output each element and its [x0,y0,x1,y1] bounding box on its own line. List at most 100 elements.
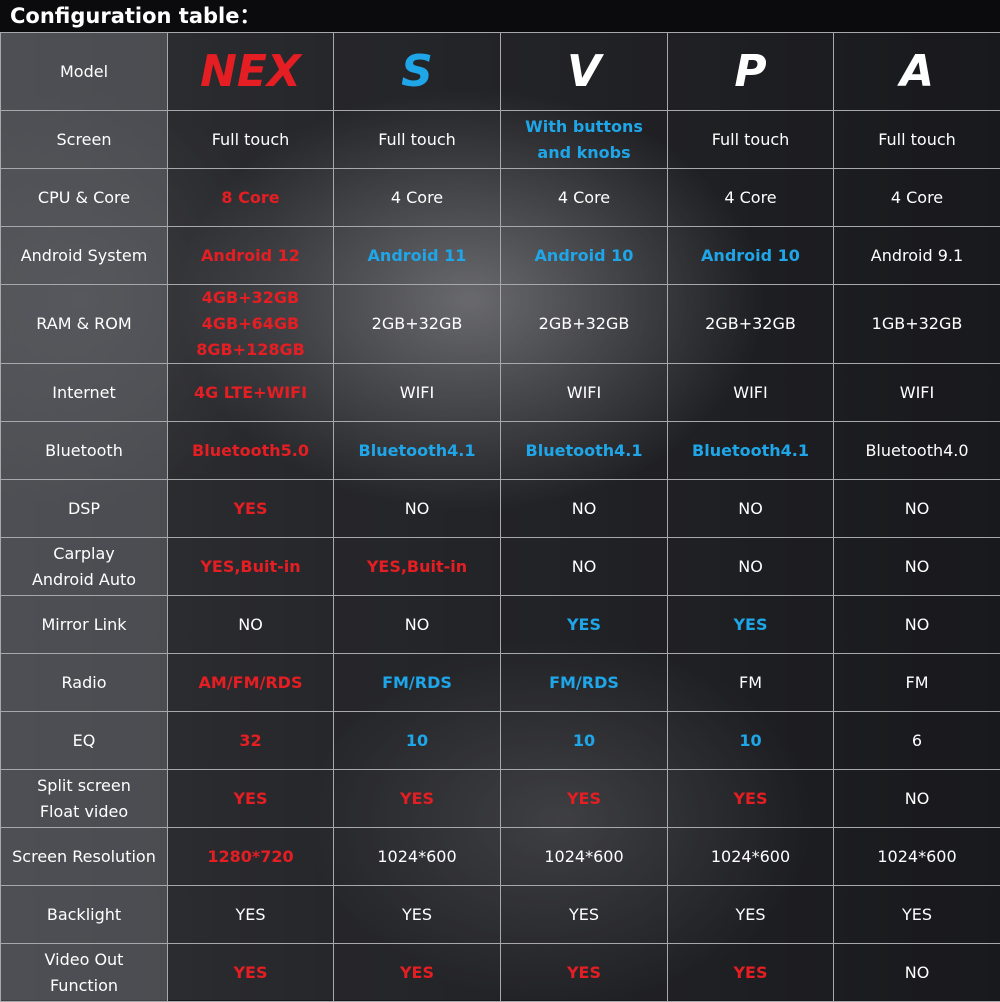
spec-value-v: YES [501,886,668,944]
spec-value-p: YES [668,886,834,944]
model-name-s: S [334,33,501,111]
spec-value-s: NO [334,480,501,538]
spec-value-p: FM [668,654,834,712]
spec-label: Bluetooth [1,422,168,480]
spec-value-v: NO [501,538,668,596]
spec-value-s: 1024*600 [334,828,501,886]
spec-value-s: WIFI [334,364,501,422]
spec-label: Video Out Function [1,944,168,1002]
spec-value-a: YES [834,886,1000,944]
spec-value-p: 1024*600 [668,828,834,886]
spec-label: DSP [1,480,168,538]
model-label: Model [1,33,168,111]
spec-value-p: YES [668,596,834,654]
spec-value-s: YES [334,944,501,1002]
model-row: Model NEX S V P A [1,33,1000,111]
spec-value-v: Bluetooth4.1 [501,422,668,480]
spec-label: Mirror Link [1,596,168,654]
spec-value-a: 4 Core [834,169,1000,227]
spec-value-nex: 32 [168,712,334,770]
spec-value-s: Android 11 [334,227,501,285]
spec-value-a: Full touch [834,111,1000,169]
spec-label: Split screen Float video [1,770,168,828]
spec-value-p: NO [668,538,834,596]
spec-value-a: 1GB+32GB [834,285,1000,364]
spec-value-p: YES [668,770,834,828]
spec-value-nex: YES [168,944,334,1002]
spec-value-a: Android 9.1 [834,227,1000,285]
spec-value-a: NO [834,538,1000,596]
spec-value-v: YES [501,770,668,828]
spec-value-s: Full touch [334,111,501,169]
spec-value-nex: YES,Buit-in [168,538,334,596]
spec-value-p: Bluetooth4.1 [668,422,834,480]
spec-value-a: NO [834,480,1000,538]
model-name-nex: NEX [168,33,334,111]
spec-value-v: WIFI [501,364,668,422]
spec-value-nex: Bluetooth5.0 [168,422,334,480]
spec-value-v: NO [501,480,668,538]
spec-value-nex: Full touch [168,111,334,169]
spec-value-a: 6 [834,712,1000,770]
spec-value-nex: Android 12 [168,227,334,285]
spec-value-a: NO [834,596,1000,654]
spec-value-nex: NO [168,596,334,654]
spec-value-p: NO [668,480,834,538]
spec-label: RAM & ROM [1,285,168,364]
spec-value-a: NO [834,770,1000,828]
spec-value-nex: 1280*720 [168,828,334,886]
spec-value-a: Bluetooth4.0 [834,422,1000,480]
spec-label: Carplay Android Auto [1,538,168,596]
spec-label: Screen [1,111,168,169]
spec-value-p: 10 [668,712,834,770]
spec-value-s: FM/RDS [334,654,501,712]
spec-value-nex: 8 Core [168,169,334,227]
spec-value-s: 2GB+32GB [334,285,501,364]
spec-value-nex: YES [168,886,334,944]
spec-value-v: 10 [501,712,668,770]
spec-value-nex: AM/FM/RDS [168,654,334,712]
spec-label: CPU & Core [1,169,168,227]
spec-value-s: 4 Core [334,169,501,227]
spec-value-a: FM [834,654,1000,712]
spec-value-nex: 4GB+32GB 4GB+64GB 8GB+128GB [168,285,334,364]
spec-value-a: 1024*600 [834,828,1000,886]
spec-value-s: NO [334,596,501,654]
spec-value-a: WIFI [834,364,1000,422]
model-name-a: A [834,33,1000,111]
model-name-p: P [668,33,834,111]
spec-value-s: YES [334,770,501,828]
spec-value-v: 2GB+32GB [501,285,668,364]
spec-value-p: Full touch [668,111,834,169]
spec-value-p: 4 Core [668,169,834,227]
spec-value-v: With buttons and knobs [501,111,668,169]
spec-label: Internet [1,364,168,422]
spec-value-p: YES [668,944,834,1002]
spec-value-v: FM/RDS [501,654,668,712]
spec-label: EQ [1,712,168,770]
spec-value-v: Android 10 [501,227,668,285]
spec-value-s: YES,Buit-in [334,538,501,596]
spec-label: Backlight [1,886,168,944]
spec-value-v: YES [501,596,668,654]
spec-value-p: 2GB+32GB [668,285,834,364]
spec-label: Android System [1,227,168,285]
spec-value-v: YES [501,944,668,1002]
title-bar: Configuration table： [0,0,1000,32]
